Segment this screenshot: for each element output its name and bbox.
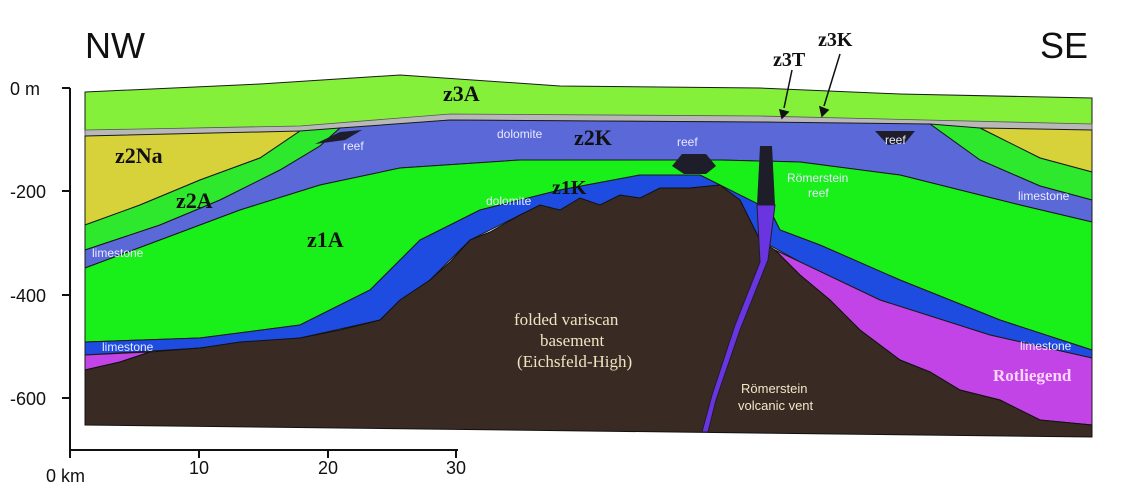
label-z1a: z1A (307, 227, 344, 252)
label-z3t: z3T (773, 49, 806, 71)
note-basement-2: basement (540, 331, 604, 350)
nw-label: NW (85, 25, 145, 66)
note-reef-center: reef (677, 135, 698, 149)
label-z1k: z1K (552, 177, 587, 199)
note-limestone-nw-lower: limestone (102, 340, 154, 354)
depth-tick-0: 0 m (10, 79, 40, 99)
note-limestone-se-upper: limestone (1018, 189, 1070, 203)
note-vent-1: Römerstein (741, 381, 807, 396)
depth-tick-400: -400 (10, 286, 46, 306)
note-dolomite-lower: dolomite (486, 194, 532, 208)
note-basement-1: folded variscan (514, 310, 619, 329)
note-basement-3: (Eichsfeld-High) (517, 352, 632, 371)
note-romerstein-reef-1: Römerstein (787, 171, 848, 185)
note-vent-2: volcanic vent (738, 398, 814, 413)
romerstein-vent-cap (757, 146, 775, 205)
note-limestone-se-lower: limestone (1020, 339, 1072, 353)
z3-pointer-arrows (778, 53, 841, 120)
distance-axis: 0 km 10 20 30 (46, 449, 466, 486)
layer-basement (84, 184, 1093, 438)
label-z2na: z2Na (115, 143, 163, 168)
depth-axis: 0 m -200 -400 -600 (10, 79, 71, 450)
reef-se-body (875, 131, 915, 145)
note-limestone-nw-upper: limestone (92, 246, 144, 260)
note-reef-nw: reef (343, 139, 364, 153)
distance-tick-0: 0 km (46, 466, 85, 486)
note-dolomite-upper: dolomite (497, 127, 543, 141)
note-reef-se: reef (885, 133, 906, 147)
depth-tick-200: -200 (10, 182, 46, 202)
romerstein-vent-pipe (701, 204, 776, 433)
distance-tick-30: 30 (446, 458, 466, 478)
distance-tick-20: 20 (318, 458, 338, 478)
label-z2a: z2A (176, 188, 213, 213)
label-z3a: z3A (443, 81, 480, 106)
note-rotliegend: Rotliegend (993, 366, 1072, 385)
note-romerstein-reef-2: reef (808, 186, 829, 200)
label-z2k: z2K (574, 125, 612, 150)
reef-center-body (672, 154, 716, 174)
depth-tick-600: -600 (10, 389, 46, 409)
se-label: SE (1040, 25, 1088, 66)
reef-nw-body (315, 130, 362, 144)
label-z3k: z3K (818, 29, 853, 51)
distance-tick-10: 10 (189, 458, 209, 478)
